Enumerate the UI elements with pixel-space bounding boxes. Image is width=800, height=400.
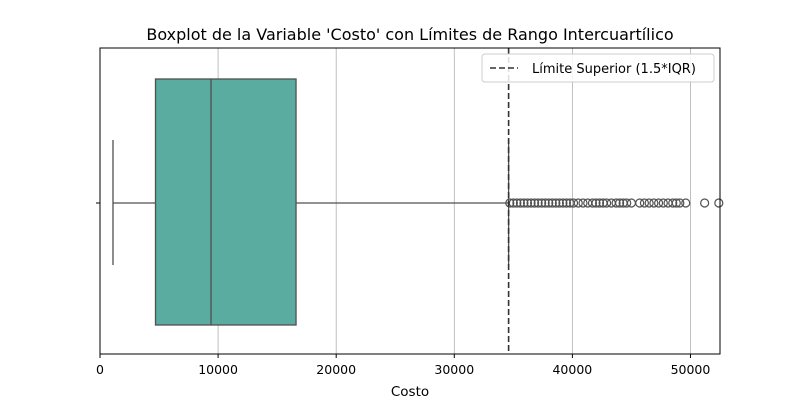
outlier-point [681,198,691,208]
legend-box [481,53,715,83]
outlier-point [526,198,536,208]
plot-frame [99,47,721,355]
iqr-box [154,78,297,326]
legend: Límite Superior (1.5*IQR) [481,53,715,83]
outlier-point [663,198,673,208]
outlier-point [529,198,540,208]
outlier-point [653,198,664,208]
outlier-point [561,198,572,208]
outlier-point [675,198,685,208]
outlier-point [573,198,583,208]
chart-title: Boxplot de la Variable 'Costo' con Límit… [146,25,673,44]
outlier-point [540,198,550,208]
outlier-point [671,198,681,208]
outlier-point [551,198,561,208]
outlier-point [505,198,515,208]
x-axis: 0 10000 20000 30000 40000 50000 [96,202,711,377]
outlier-point [554,198,564,208]
outlier-point [512,198,522,208]
outlier-point [615,198,625,208]
x-tick-label: 40000 [552,362,592,377]
outlier-point [622,198,632,208]
outlier-point [700,198,710,208]
outlier-point [583,198,593,208]
outlier-point [515,198,526,208]
outlier-point [606,198,616,208]
x-tick-label: 10000 [198,362,238,377]
outlier-point [611,198,621,208]
outlier-point [714,198,724,208]
outlier-point [544,198,554,208]
outlier-point [639,198,650,208]
x-tick-label: 30000 [434,362,474,377]
outlier-point [644,198,654,208]
outlier-point [568,198,579,208]
outlier-point [626,198,637,208]
legend-label: Límite Superior (1.5*IQR) [532,62,696,77]
outlier-point [658,198,668,208]
outlier-point [522,198,533,208]
outlier-point [547,198,557,208]
x-tick-label: 20000 [316,362,356,377]
outlier-point [578,198,588,208]
x-tick-label: 0 [96,362,104,377]
outlier-point [533,198,543,208]
outlier-point [591,198,601,208]
outlier-point [519,198,529,208]
outlier-point [558,198,568,208]
outlier-point [635,198,645,208]
outlier-point [668,198,678,208]
outlier-point [649,198,659,208]
outlier-point [594,198,605,208]
x-axis-label: Costo [391,384,429,400]
outlier-point [602,198,612,208]
x-tick-label: 50000 [671,362,711,377]
outlier-point [587,198,598,208]
outlier-point [537,198,547,208]
plot-area [112,48,724,354]
